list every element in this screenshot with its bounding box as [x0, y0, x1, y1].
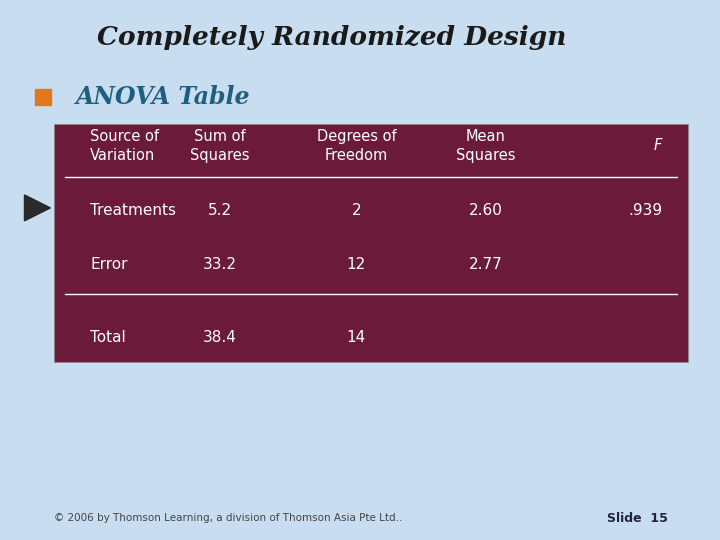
Text: © 2006 by Thomson Learning, a division of Thomson Asia Pte Ltd..: © 2006 by Thomson Learning, a division o…	[54, 514, 402, 523]
FancyBboxPatch shape	[35, 90, 51, 105]
Text: 14: 14	[347, 330, 366, 345]
Text: .939: .939	[629, 203, 662, 218]
Text: Mean
Squares: Mean Squares	[456, 129, 516, 163]
Text: 33.2: 33.2	[202, 257, 237, 272]
Text: Error: Error	[90, 257, 127, 272]
Text: 38.4: 38.4	[202, 330, 237, 345]
Text: Source of
Variation: Source of Variation	[90, 129, 159, 163]
Text: Completely Randomized Design: Completely Randomized Design	[96, 25, 566, 50]
Text: Slide  15: Slide 15	[607, 512, 667, 525]
Text: 5.2: 5.2	[207, 203, 232, 218]
Text: 2: 2	[351, 203, 361, 218]
FancyBboxPatch shape	[54, 124, 688, 362]
Text: 2.60: 2.60	[469, 203, 503, 218]
Text: Degrees of
Freedom: Degrees of Freedom	[317, 129, 396, 163]
Text: 2.77: 2.77	[469, 257, 503, 272]
Text: Sum of
Squares: Sum of Squares	[190, 129, 249, 163]
Text: F: F	[654, 138, 662, 153]
Text: 12: 12	[347, 257, 366, 272]
Polygon shape	[24, 195, 50, 221]
Text: ANOVA Table: ANOVA Table	[76, 85, 250, 109]
Text: Treatments: Treatments	[90, 203, 176, 218]
Text: Total: Total	[90, 330, 126, 345]
